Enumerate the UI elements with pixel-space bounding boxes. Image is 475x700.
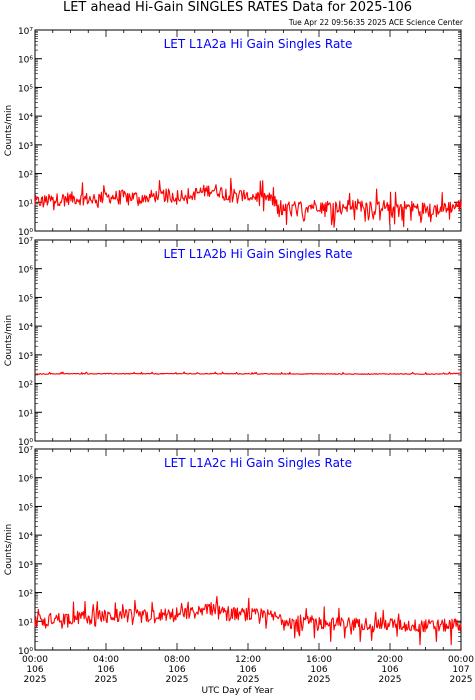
y-tick-label: 10³ xyxy=(18,352,33,362)
panel-title-3: LET L1A2c Hi Gain Singles Rate xyxy=(164,456,352,470)
y-tick-label: 10⁷ xyxy=(18,446,33,456)
x-tick-year: 2025 xyxy=(166,675,189,685)
x-tick-year: 2025 xyxy=(308,675,331,685)
x-tick-year: 2025 xyxy=(450,675,473,685)
x-tick-doy: 106 xyxy=(310,665,327,675)
y-tick-label: 10⁷ xyxy=(18,27,33,37)
y-tick-label: 10² xyxy=(18,381,33,391)
x-tick-time: 04:00 xyxy=(93,655,119,665)
y-tick-label: 10⁰ xyxy=(18,647,33,657)
plot-frame-2 xyxy=(34,239,462,442)
page-title: LET ahead Hi-Gain SINGLES RATES Data for… xyxy=(62,0,413,15)
x-tick-time: 20:00 xyxy=(377,655,403,665)
x-tick-time: 00:00 xyxy=(22,655,48,665)
y-tick-label: 10⁴ xyxy=(18,532,33,542)
series-line-2 xyxy=(34,371,462,375)
series-line-3 xyxy=(34,595,462,646)
y-tick-label: 10⁶ xyxy=(18,56,33,66)
y-tick-label: 10³ xyxy=(18,561,33,571)
x-tick-year: 2025 xyxy=(237,675,260,685)
x-tick-time: 12:00 xyxy=(235,655,261,665)
x-tick-year: 2025 xyxy=(379,675,402,685)
series-line-1 xyxy=(34,177,462,228)
y-tick-label: 10³ xyxy=(18,142,33,152)
y-tick-label: 10¹ xyxy=(18,409,33,419)
y-tick-label: 10⁶ xyxy=(18,266,33,276)
y-tick-label: 10² xyxy=(18,171,33,181)
panel-title-2: LET L1A2b Hi Gain Singles Rate xyxy=(163,247,352,261)
x-tick-doy: 106 xyxy=(239,665,256,675)
y-tick-label: 10⁵ xyxy=(18,294,33,304)
y-axis-label: Counts/min xyxy=(4,105,14,156)
x-tick-time: 16:00 xyxy=(306,655,332,665)
plot-frame-3 xyxy=(34,448,462,651)
y-tick-label: 10⁴ xyxy=(18,113,33,123)
x-tick-year: 2025 xyxy=(95,675,118,685)
x-axis-title: UTC Day of Year xyxy=(201,686,274,696)
x-tick-doy: 106 xyxy=(168,665,185,675)
x-tick-time: 00:00 xyxy=(448,655,474,665)
y-axis-label: Counts/min xyxy=(4,524,14,575)
y-axis-label: Counts/min xyxy=(4,315,14,366)
y-tick-label: 10⁰ xyxy=(18,438,33,448)
y-tick-label: 10⁰ xyxy=(18,228,33,238)
y-tick-label: 10⁷ xyxy=(18,237,33,247)
y-tick-label: 10⁵ xyxy=(18,503,33,513)
panel-title-1: LET L1A2a Hi Gain Singles Rate xyxy=(164,37,353,51)
x-tick-time: 08:00 xyxy=(164,655,190,665)
x-tick-doy: 106 xyxy=(381,665,398,675)
x-tick-doy: 106 xyxy=(97,665,114,675)
generated-timestamp: Tue Apr 22 09:56:35 2025 ACE Science Cen… xyxy=(288,18,463,27)
y-tick-label: 10⁴ xyxy=(18,323,33,333)
y-tick-label: 10¹ xyxy=(18,618,33,628)
y-tick-label: 10⁶ xyxy=(18,475,33,485)
x-tick-year: 2025 xyxy=(24,675,47,685)
x-tick-doy: 107 xyxy=(452,665,469,675)
y-tick-label: 10² xyxy=(18,590,33,600)
x-tick-doy: 106 xyxy=(26,665,43,675)
y-tick-label: 10¹ xyxy=(18,199,33,209)
y-tick-label: 10⁵ xyxy=(18,84,33,94)
